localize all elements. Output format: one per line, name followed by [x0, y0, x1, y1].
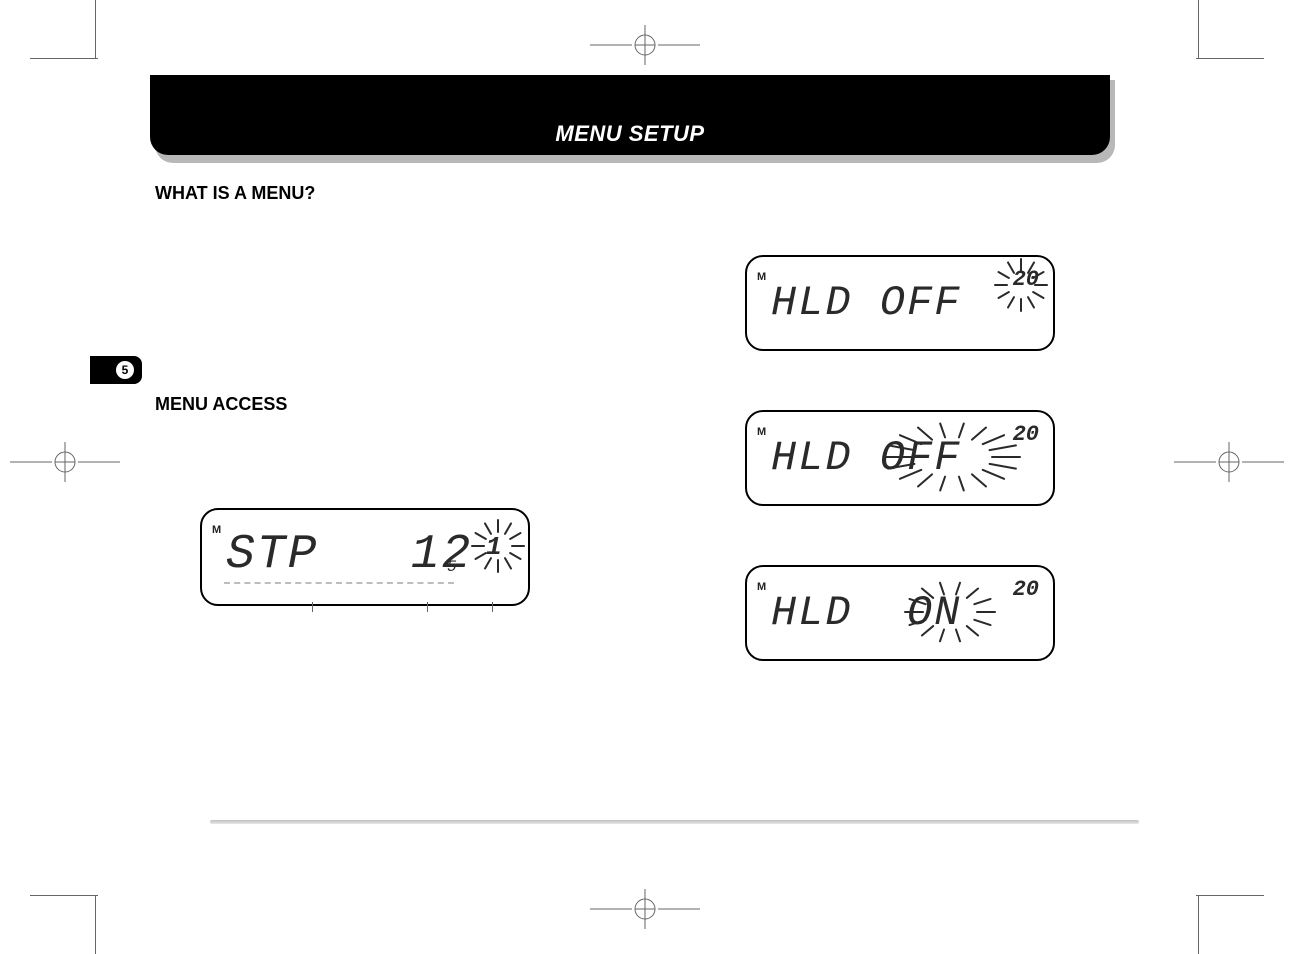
- page-title: MENU SETUP: [555, 121, 704, 147]
- crop-mark: [95, 896, 96, 954]
- registration-mark-icon: [10, 442, 120, 482]
- page-number: 5: [116, 361, 134, 379]
- callout-tick: [312, 602, 313, 612]
- lcd-corner-value: 20: [1013, 422, 1039, 447]
- section-heading-what-is-menu: WHAT IS A MENU?: [155, 183, 315, 204]
- blink-burst-icon: [895, 577, 1005, 652]
- lcd-corner-value: 20: [1013, 577, 1039, 602]
- crop-mark: [1196, 58, 1264, 59]
- crop-mark: [95, 0, 96, 58]
- lcd-mode-indicator: M: [757, 271, 766, 283]
- lcd-display-hld-off-1: M HLD OFF 20: [745, 255, 1055, 351]
- callout-tick: [492, 602, 493, 612]
- lcd-mode-indicator: M: [212, 524, 221, 536]
- lcd-corner-value: 20: [1013, 267, 1039, 292]
- lcd-main-text: HLD OFF: [771, 279, 961, 327]
- crop-mark: [1198, 896, 1199, 954]
- lcd-sub-digit: 5: [447, 558, 457, 576]
- lcd-ghost-segments: [224, 582, 454, 584]
- registration-mark-icon: [1174, 442, 1284, 482]
- crop-mark: [1198, 0, 1199, 58]
- lcd-corner-value: 1: [486, 532, 502, 562]
- lcd-display-stp: M STP 12 5 1: [200, 508, 530, 606]
- section-heading-menu-access: MENU ACCESS: [155, 394, 287, 415]
- lcd-mode-indicator: M: [757, 581, 766, 593]
- lcd-display-hld-on: M HLD ON 20: [745, 565, 1055, 661]
- footer-rule: [210, 820, 1139, 824]
- registration-mark-icon: [590, 889, 700, 929]
- crop-mark: [1196, 895, 1264, 896]
- page-number-tab: 5: [90, 356, 142, 384]
- lcd-mode-indicator: M: [757, 426, 766, 438]
- registration-mark-icon: [590, 25, 700, 65]
- lcd-display-hld-off-2: M HLD OFF 20: [745, 410, 1055, 506]
- lcd-main-text: STP 12: [226, 528, 472, 582]
- blink-burst-icon: [877, 422, 1027, 497]
- crop-mark: [30, 895, 98, 896]
- crop-mark: [30, 58, 98, 59]
- page-header: MENU SETUP: [150, 75, 1110, 155]
- callout-tick: [427, 602, 428, 612]
